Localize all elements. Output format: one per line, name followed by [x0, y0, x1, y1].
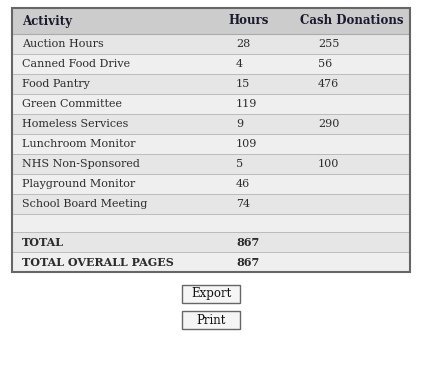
Text: 100: 100	[318, 159, 339, 169]
Text: 119: 119	[236, 99, 257, 109]
Text: 867: 867	[236, 236, 259, 247]
Text: 46: 46	[236, 179, 250, 189]
Text: Green Committee: Green Committee	[22, 99, 122, 109]
Bar	[12, 154, 410, 174]
Bar	[12, 174, 410, 194]
Bar	[12, 8, 410, 34]
Bar	[12, 94, 410, 114]
Text: Hours: Hours	[228, 15, 268, 27]
Text: Playground Monitor: Playground Monitor	[22, 179, 135, 189]
Text: 255: 255	[318, 39, 339, 49]
Text: Food Pantry: Food Pantry	[22, 79, 90, 89]
Bar	[12, 114, 410, 134]
Text: 56: 56	[318, 59, 332, 69]
Bar	[12, 8, 410, 272]
Bar	[12, 252, 410, 272]
Text: 290: 290	[318, 119, 339, 129]
Bar	[12, 54, 410, 74]
Bar	[12, 34, 410, 54]
Text: TOTAL: TOTAL	[22, 236, 64, 247]
Text: School Board Meeting: School Board Meeting	[22, 199, 147, 209]
Text: 5: 5	[236, 159, 243, 169]
Bar	[12, 214, 410, 232]
Bar	[12, 8, 410, 272]
Bar	[12, 134, 410, 154]
Text: Auction Hours: Auction Hours	[22, 39, 104, 49]
Text: 28: 28	[236, 39, 250, 49]
Text: 4: 4	[236, 59, 243, 69]
Text: 9: 9	[236, 119, 243, 129]
Text: Activity: Activity	[22, 15, 72, 27]
Bar	[12, 194, 410, 214]
Text: Canned Food Drive: Canned Food Drive	[22, 59, 130, 69]
Bar	[182, 311, 240, 329]
Text: Lunchroom Monitor: Lunchroom Monitor	[22, 139, 135, 149]
Text: 867: 867	[236, 257, 259, 268]
Text: Export: Export	[191, 288, 231, 300]
Text: NHS Non-Sponsored: NHS Non-Sponsored	[22, 159, 140, 169]
Text: Print: Print	[196, 314, 226, 326]
Text: Cash Donations: Cash Donations	[300, 15, 403, 27]
Bar	[12, 74, 410, 94]
Text: 74: 74	[236, 199, 250, 209]
Text: 15: 15	[236, 79, 250, 89]
Text: 109: 109	[236, 139, 257, 149]
Bar	[182, 285, 240, 303]
Text: TOTAL OVERALL PAGES: TOTAL OVERALL PAGES	[22, 257, 174, 268]
Bar	[12, 232, 410, 252]
Text: Homeless Services: Homeless Services	[22, 119, 128, 129]
Text: 476: 476	[318, 79, 339, 89]
